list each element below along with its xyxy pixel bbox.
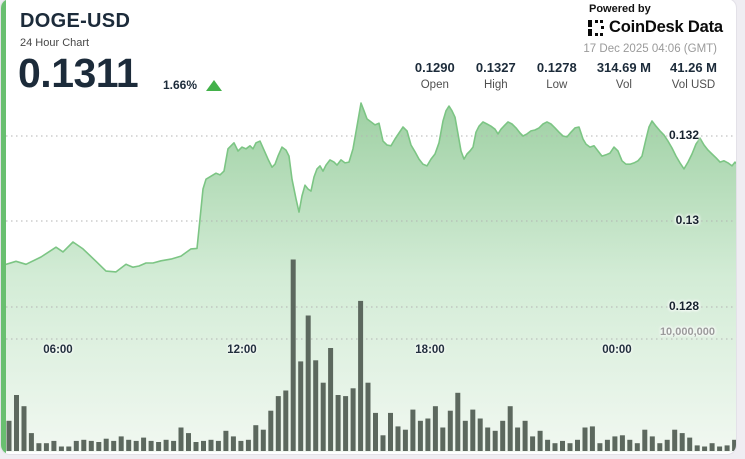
x-axis-tick-0600: 06:00 [43, 344, 73, 356]
stats-row: 0.1290 Open 0.1327 High 0.1278 Low 314.6… [414, 60, 717, 91]
y-axis-tick-0128: 0.128 [668, 299, 699, 313]
stat-volume-value: 314.69 M [596, 60, 652, 75]
stat-low: 0.1278 Low [536, 60, 578, 91]
change-percent: 1.66% [163, 78, 198, 92]
y-axis-tick-volume: 10,000,000 [659, 326, 715, 338]
y-axis-tick-013: 0.13 [675, 213, 699, 227]
accent-stripe [1, 0, 6, 454]
brand-name: CoinDesk Data [609, 18, 723, 36]
stat-volume-label: Vol [615, 79, 632, 91]
stat-open: 0.1290 Open [414, 60, 456, 91]
coindesk-logo-icon [588, 19, 604, 36]
symbol-title: DOGE-USD [20, 10, 131, 32]
price-change: 1.66% [163, 78, 223, 92]
x-axis-tick-0000: 00:00 [602, 344, 632, 356]
current-price: 0.1311 [18, 50, 139, 96]
stat-high-value: 0.1327 [475, 60, 516, 75]
x-axis-tick-1800: 18:00 [415, 344, 445, 356]
stat-volume-usd-label: Vol USD [671, 79, 716, 91]
up-arrow-icon [206, 79, 223, 91]
stat-volume-usd-value: 41.26 M [670, 60, 717, 75]
y-axis-tick-0132: 0.132 [668, 128, 699, 142]
stat-volume-usd: 41.26 M Vol USD [670, 60, 717, 91]
stat-high: 0.1327 High [475, 60, 517, 91]
stat-high-label: High [483, 79, 508, 91]
chart-canvas[interactable] [5, 99, 736, 454]
stat-low-label: Low [546, 79, 568, 91]
timestamp: 17 Dec 2025 04:06 (GMT) [583, 43, 717, 55]
stat-low-value: 0.1278 [536, 60, 577, 75]
powered-by-label: Powered by [589, 3, 651, 15]
price-area-chart [5, 102, 736, 452]
chart-range-subtitle: 24 Hour Chart [20, 37, 90, 49]
coindesk-brand[interactable]: CoinDesk Data [588, 18, 723, 37]
x-axis-tick-1200: 12:00 [227, 344, 257, 356]
stat-volume: 314.69 M Vol [597, 60, 651, 91]
stat-open-label: Open [420, 79, 449, 91]
stat-open-value: 0.1290 [414, 60, 455, 75]
